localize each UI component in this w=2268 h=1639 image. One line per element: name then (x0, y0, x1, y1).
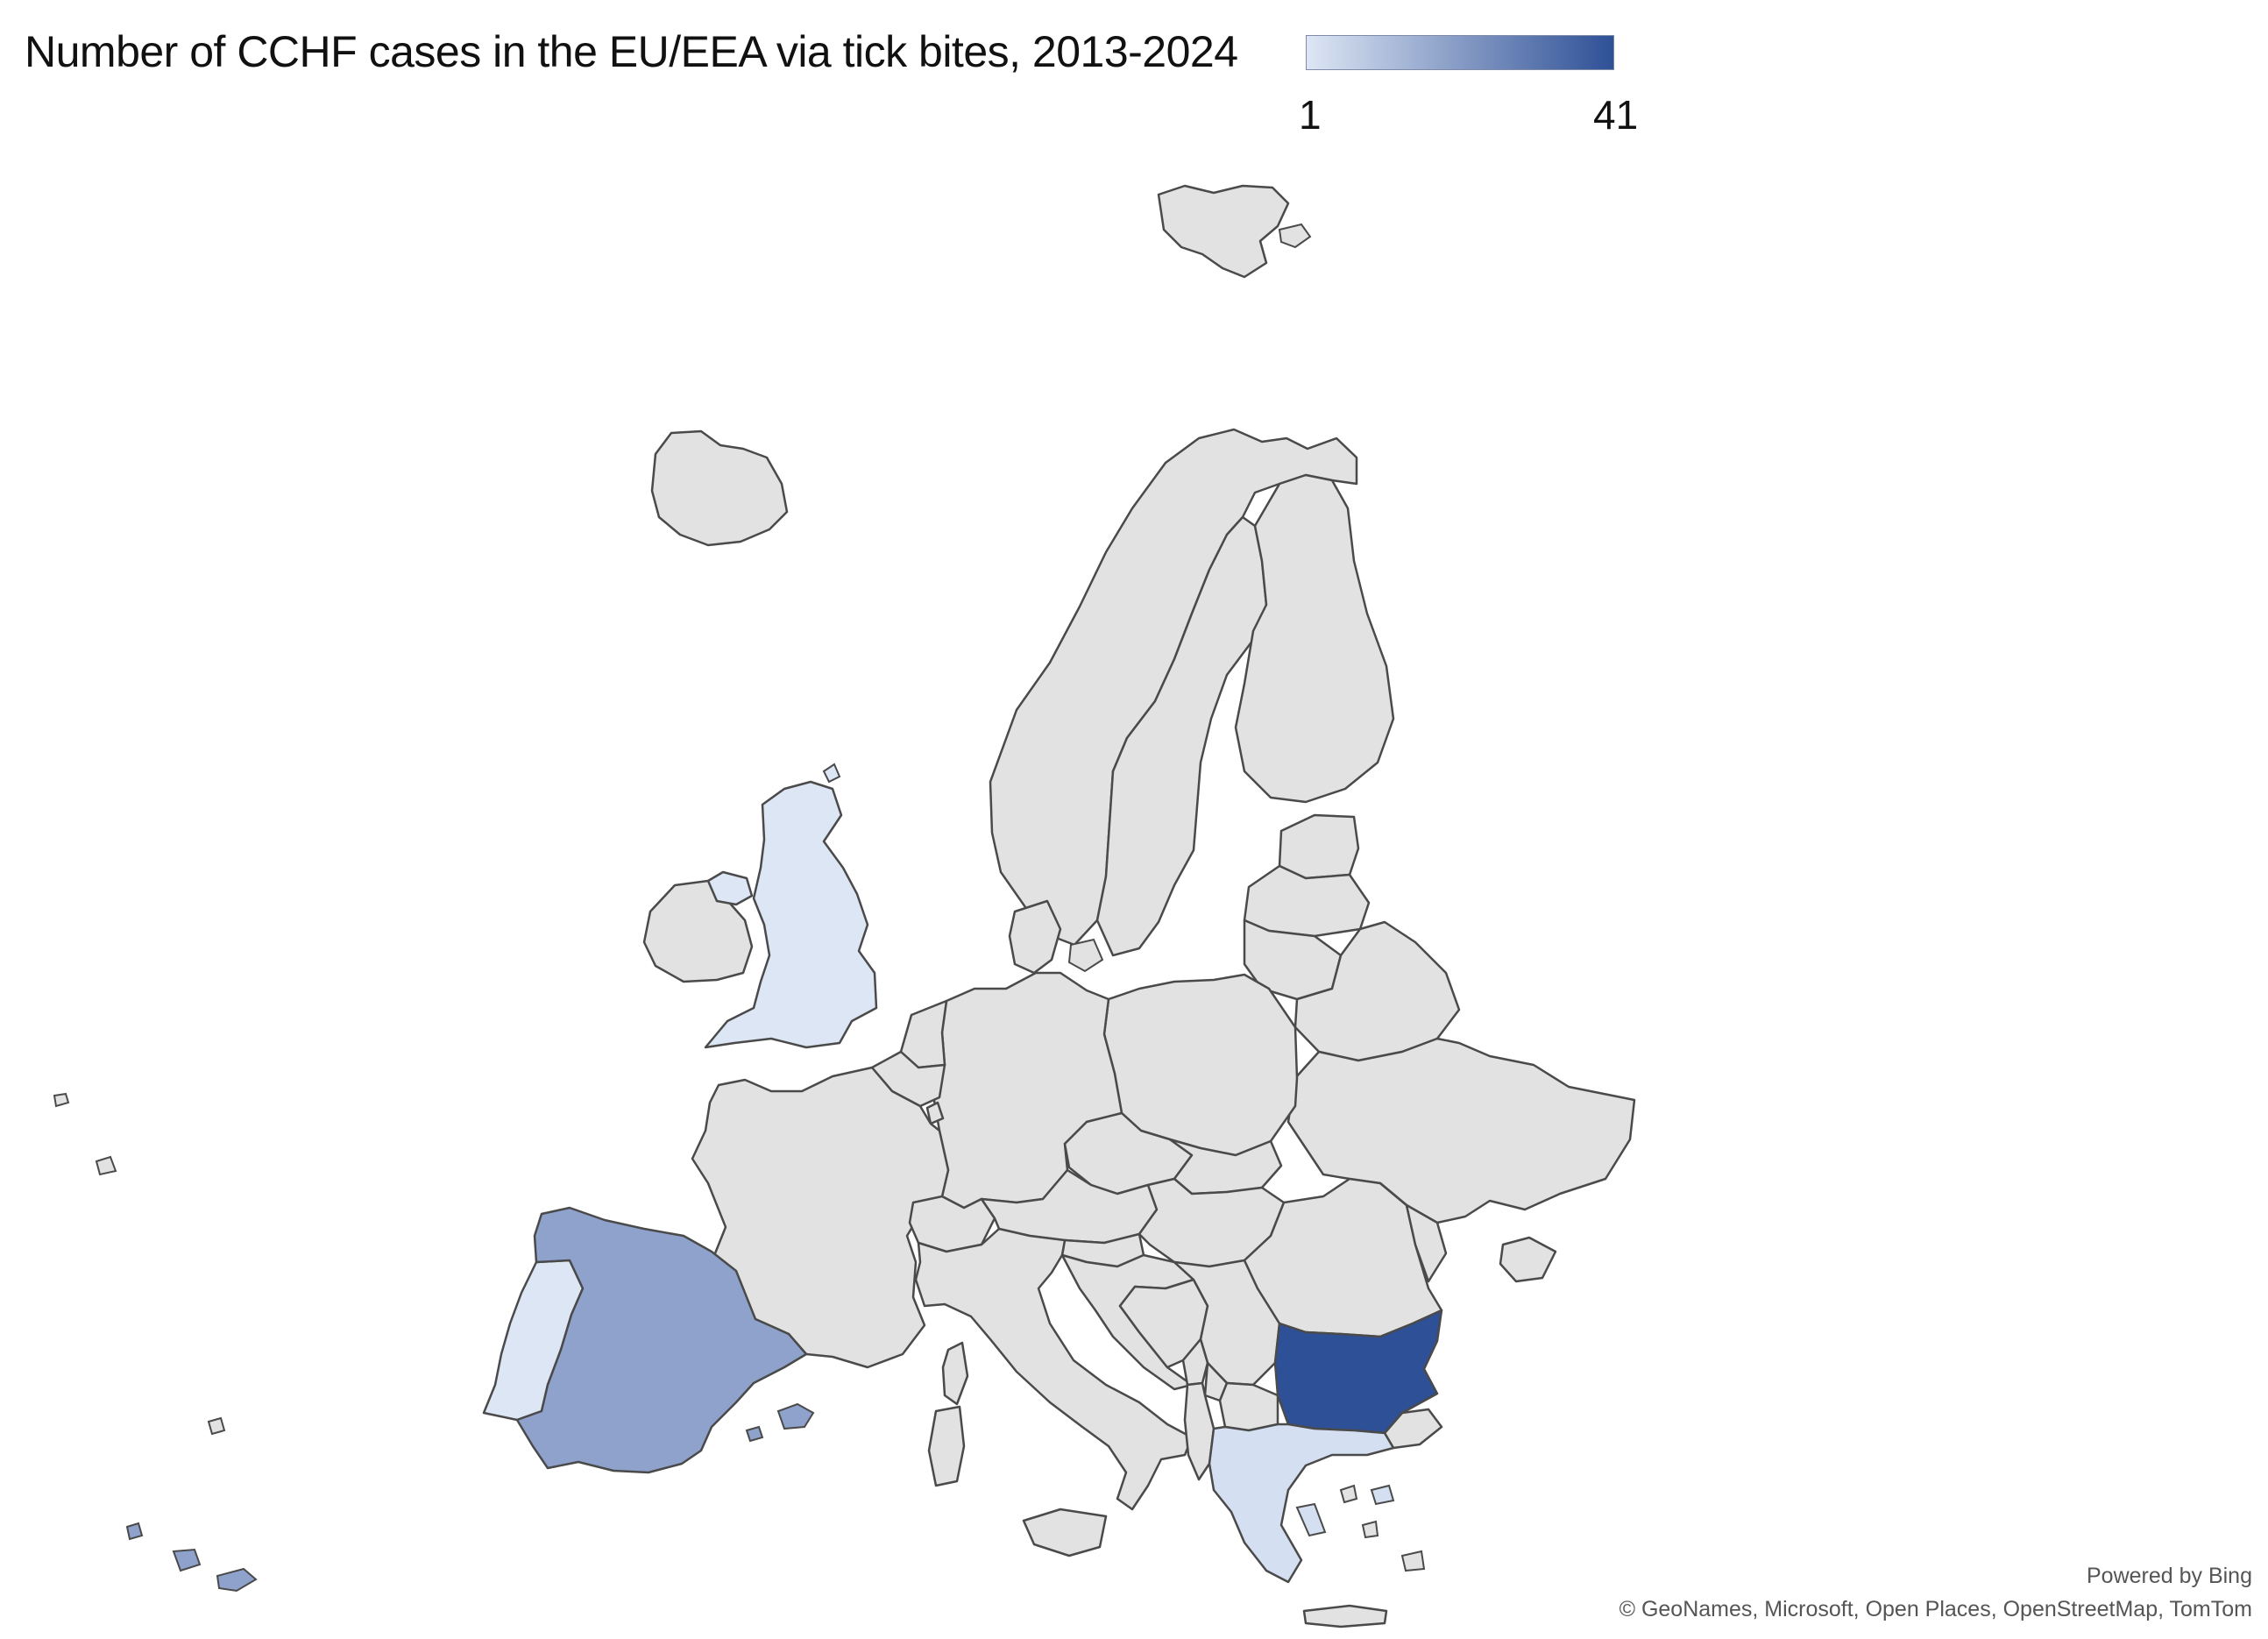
finland[interactable] (1234, 473, 1395, 804)
powered-by-credit: Powered by Bing (2086, 1564, 2252, 1588)
balearic-islands-small[interactable] (745, 1425, 764, 1443)
crete[interactable] (1302, 1604, 1388, 1628)
ukraine[interactable] (1286, 1037, 1636, 1224)
aegean-island-1[interactable] (1339, 1484, 1358, 1504)
sardinia[interactable] (927, 1405, 966, 1487)
azores-island-2[interactable] (95, 1155, 117, 1176)
greece[interactable] (1208, 1423, 1395, 1584)
greek-island-lesbos[interactable] (1370, 1484, 1395, 1506)
sweden[interactable] (1095, 515, 1268, 957)
belarus[interactable] (1293, 920, 1461, 1062)
switzerland[interactable] (908, 1195, 996, 1253)
crimea[interactable] (1499, 1236, 1557, 1283)
sicily[interactable] (1022, 1508, 1108, 1557)
france[interactable] (691, 1066, 950, 1369)
map-attribution: © GeoNames, Microsoft, Open Places, Open… (1619, 1597, 2252, 1621)
canary-island-4[interactable] (125, 1522, 144, 1541)
greek-island-evia[interactable] (1295, 1502, 1327, 1537)
northern-ireland[interactable] (706, 870, 754, 906)
iceland[interactable] (650, 429, 789, 547)
corsica[interactable] (941, 1341, 969, 1406)
legend-max-label: 41 (1593, 92, 1639, 138)
aegean-island-3[interactable] (1400, 1550, 1426, 1572)
aegean-island-2[interactable] (1361, 1520, 1379, 1539)
estonia[interactable] (1278, 813, 1360, 880)
svalbard-east-island[interactable] (1278, 223, 1312, 249)
canary-island-2[interactable] (172, 1548, 202, 1572)
azores-island-1[interactable] (53, 1092, 70, 1108)
map-title: Number of CCHF cases in the EU/EEA via t… (25, 27, 1238, 76)
north-macedonia[interactable] (1218, 1381, 1279, 1432)
ireland[interactable] (642, 879, 754, 983)
balearic-islands[interactable] (776, 1402, 815, 1430)
united-kingdom[interactable] (704, 780, 878, 1049)
denmark-zealand[interactable] (1067, 938, 1104, 973)
legend-min-label: 1 (1299, 92, 1322, 138)
norway[interactable] (989, 428, 1358, 947)
moldova[interactable] (1379, 1181, 1448, 1283)
bulgaria[interactable] (1273, 1309, 1443, 1435)
denmark[interactable] (1008, 899, 1062, 975)
canary-island-3[interactable] (216, 1567, 258, 1593)
germany[interactable] (932, 971, 1123, 1210)
legend-color-scale (1306, 35, 1614, 70)
svalbard[interactable] (1157, 184, 1290, 279)
montenegro[interactable] (1181, 1337, 1209, 1387)
luxembourg[interactable] (925, 1101, 945, 1125)
shetland-islands[interactable] (822, 763, 841, 784)
canary-island-1[interactable] (207, 1416, 226, 1436)
italy[interactable] (914, 1227, 1194, 1511)
spain[interactable] (515, 1206, 808, 1474)
